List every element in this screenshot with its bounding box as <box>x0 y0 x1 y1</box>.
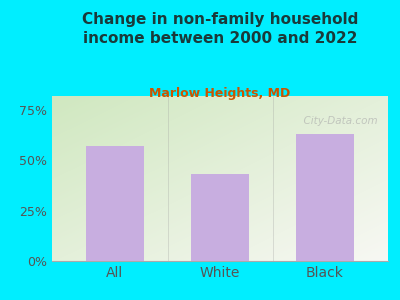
Bar <box>86 146 144 261</box>
Bar <box>296 134 354 261</box>
Text: Change in non-family household
income between 2000 and 2022: Change in non-family household income be… <box>82 12 358 46</box>
Text: City-Data.com: City-Data.com <box>297 116 378 126</box>
Text: Marlow Heights, MD: Marlow Heights, MD <box>149 87 291 100</box>
Bar <box>191 175 249 261</box>
